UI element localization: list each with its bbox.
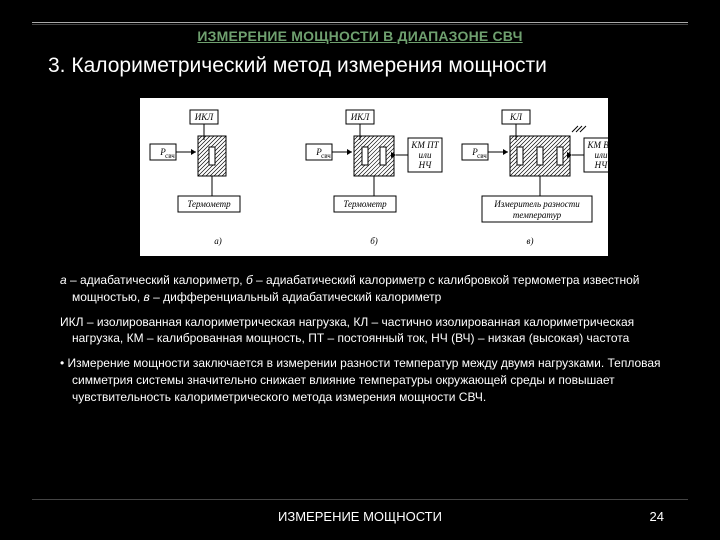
svg-text:в): в) xyxy=(527,236,534,246)
svg-text:ИКЛ: ИКЛ xyxy=(350,112,370,122)
svg-text:КЛ: КЛ xyxy=(509,112,523,122)
svg-text:КМ ПТ: КМ ПТ xyxy=(410,140,439,150)
divider-top-1 xyxy=(32,22,688,23)
paragraph-abbreviations: ИКЛ – изолированная калориметрическая на… xyxy=(48,314,672,348)
svg-text:Измеритель разности: Измеритель разности xyxy=(493,199,580,209)
svg-text:свч: свч xyxy=(321,152,331,160)
label-b: б xyxy=(246,273,253,287)
text: – дифференциальный адиабатический калори… xyxy=(150,290,441,304)
page-number: 24 xyxy=(650,509,664,524)
svg-text:свч: свч xyxy=(477,152,487,160)
svg-text:НЧ: НЧ xyxy=(418,160,432,170)
svg-text:НЧ: НЧ xyxy=(594,160,608,170)
slide-title: 3. Калориметрический метод измерения мощ… xyxy=(48,54,672,78)
footer-title: ИЗМЕРЕНИЕ МОЩНОСТИ xyxy=(0,509,720,524)
slide: ИЗМЕРЕНИЕ МОЩНОСТИ В ДИАПАЗОНЕ СВЧ 3. Ка… xyxy=(0,0,720,540)
calorimeter-diagram: ИКЛPсвчТермометра)ИКЛPсвчКМ ПТилиНЧТермо… xyxy=(140,98,608,256)
svg-text:а): а) xyxy=(214,236,222,246)
text: – адиабатический калориметр, xyxy=(67,273,246,287)
svg-text:КМ ВЧ: КМ ВЧ xyxy=(587,140,608,150)
divider-top-2 xyxy=(32,24,688,25)
svg-text:ИКЛ: ИКЛ xyxy=(194,112,214,122)
svg-text:Термометр: Термометр xyxy=(187,199,231,209)
svg-text:температур: температур xyxy=(513,210,562,220)
svg-text:Термометр: Термометр xyxy=(343,199,387,209)
svg-text:б): б) xyxy=(370,236,378,246)
divider-bottom xyxy=(32,499,688,500)
svg-text:или: или xyxy=(419,150,432,160)
svg-text:свч: свч xyxy=(165,152,175,160)
paragraph-variants: а – адиабатический калориметр, б – адиаб… xyxy=(48,272,672,306)
paragraph-method: Измерение мощности заключается в измерен… xyxy=(48,355,672,405)
body-text: а – адиабатический калориметр, б – адиаб… xyxy=(48,272,672,414)
slide-header: ИЗМЕРЕНИЕ МОЩНОСТИ В ДИАПАЗОНЕ СВЧ xyxy=(0,28,720,44)
svg-text:или: или xyxy=(595,150,608,160)
label-a: а xyxy=(60,273,67,287)
